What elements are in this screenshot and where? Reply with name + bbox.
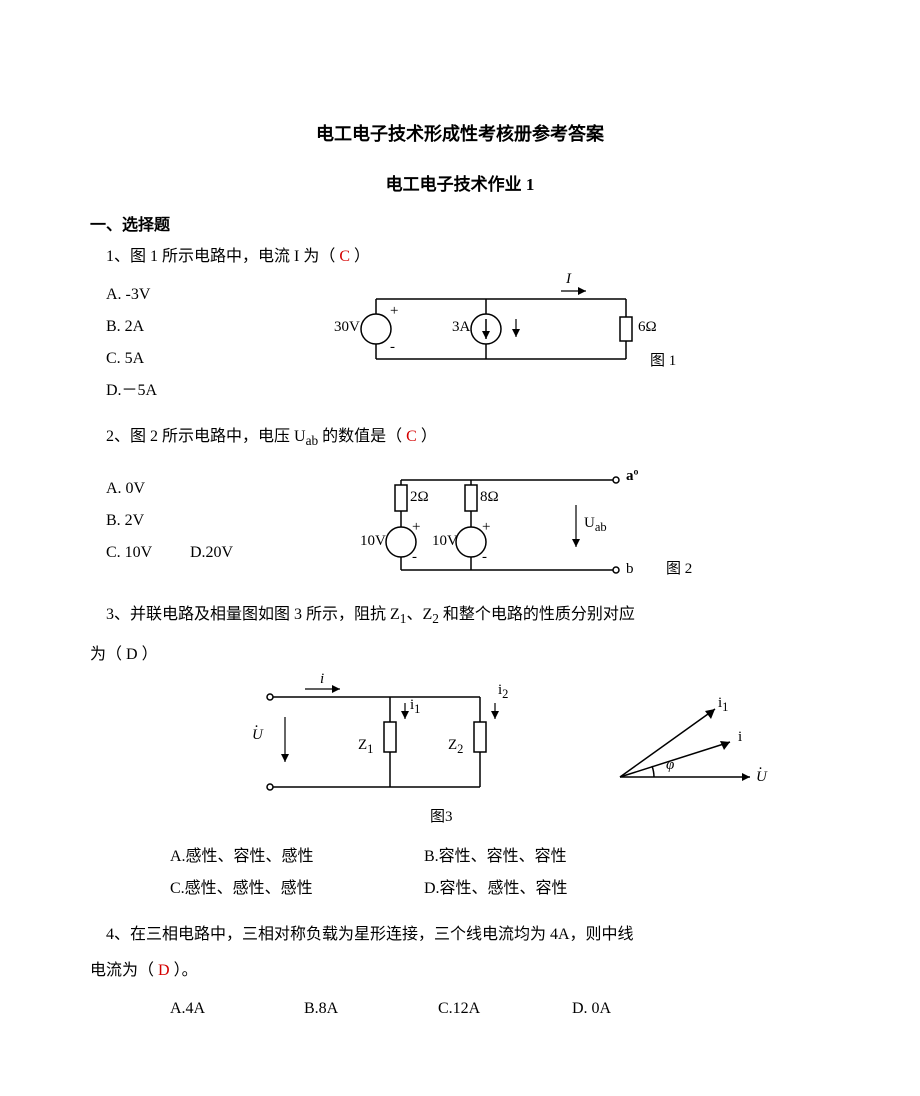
fig3-z2: Z2 <box>448 737 463 757</box>
fig2-p2: + <box>482 519 490 536</box>
q1-opt-a: A. -3V <box>106 279 216 311</box>
q3-opt-c: C.感性、感性、感性 <box>170 873 420 905</box>
q4-text-line1: 4、在三相电路中，三相对称负载为星形连接，三个线电流均为 4A，则中线 <box>90 921 830 949</box>
q1-options: A. -3V B. 2A C. 5A D.－5A <box>90 279 306 407</box>
fig3-phasor-i1: i1 <box>718 695 728 715</box>
question-2: 2、图 2 所示电路中，电压 Uab 的数值是（ C ） A. 0V B. 2V… <box>90 423 830 585</box>
q2-opt-c: C. 10V <box>106 537 186 569</box>
fig2-v1: 10V <box>360 533 386 550</box>
q1-text: 1、图 1 所示电路中，电流 I 为（ C ） <box>90 243 830 271</box>
q4-opt-d: D. 0A <box>572 993 702 1025</box>
fig1-itop: I <box>566 271 571 288</box>
q3-answer: D <box>126 646 138 663</box>
fig1-r: 6Ω <box>638 319 657 336</box>
q4-l2-post: ）。 <box>170 962 198 979</box>
q2-opt-b: B. 2V <box>106 512 144 529</box>
fig2-b: b <box>626 561 634 578</box>
q4-opt-a: A.4A <box>170 993 300 1025</box>
q3-l1-post: 和整个电路的性质分别对应 <box>439 606 635 623</box>
question-3: 3、并联电路及相量图如图 3 所示，阻抗 Z1、Z2 和整个电路的性质分别对应 … <box>90 601 830 905</box>
q2-answer: C <box>406 428 417 445</box>
q3-l2-post: ） <box>138 646 158 663</box>
fig1-plus: + <box>390 303 398 320</box>
q4-answer: D <box>158 962 170 979</box>
fig1-label: 图 1 <box>650 349 676 370</box>
fig3-label: 图3 <box>430 805 453 826</box>
q3-options: A.感性、容性、感性 B.容性、容性、容性 C.感性、感性、感性 D.容性、感性… <box>90 841 830 905</box>
section-heading: 一、选择题 <box>90 211 830 235</box>
fig2-a: aº <box>626 468 638 485</box>
figure-3: i i1 i2 U. Z1 Z2 i1 i U. φ 图3 <box>250 677 810 837</box>
q3-l1-pre: 3、并联电路及相量图如图 3 所示，阻抗 Z <box>106 606 400 623</box>
q1-text-post: ） <box>350 248 370 265</box>
fig1-minus: - <box>390 339 395 356</box>
q3-text-line1: 3、并联电路及相量图如图 3 所示，阻抗 Z1、Z2 和整个电路的性质分别对应 <box>90 601 830 633</box>
figure-1: 30V + - 3A 6Ω I 图 1 <box>306 279 686 379</box>
fig3-u: U. <box>252 727 263 744</box>
fig2-m2: - <box>482 549 487 566</box>
q2-opt-a: A. 0V <box>106 480 145 497</box>
q2-text-post: ） <box>417 428 437 445</box>
q2-opt-d: D.20V <box>190 544 233 561</box>
q3-opt-a: A.感性、容性、感性 <box>170 841 420 873</box>
fig3-phasor-i: i <box>738 729 742 746</box>
q1-opt-b: B. 2A <box>106 311 216 343</box>
q1-text-pre: 1、图 1 所示电路中，电流 I 为（ <box>106 248 339 265</box>
question-4: 4、在三相电路中，三相对称负载为星形连接，三个线电流均为 4A，则中线 电流为（… <box>90 921 830 1025</box>
q2-text-mid: 的数值是（ <box>318 428 406 445</box>
title-main: 电工电子技术形成性考核册参考答案 <box>90 120 830 146</box>
q4-options: A.4A B.8A C.12A D. 0A <box>90 993 830 1025</box>
fig1-v: 30V <box>334 319 360 336</box>
q3-text-line2: 为（ D ） <box>90 641 830 669</box>
fig2-p1: + <box>412 519 420 536</box>
fig3-i: i <box>320 671 324 688</box>
q4-opt-b: B.8A <box>304 993 434 1025</box>
q1-answer: C <box>339 248 350 265</box>
q4-text-line2: 电流为（ D ）。 <box>90 957 830 985</box>
q1-opt-d: D.－5A <box>106 375 216 407</box>
q2-options: A. 0V B. 2V C. 10V D.20V <box>90 465 306 569</box>
q3-l2-pre: 为（ <box>90 646 126 663</box>
figure-1-svg <box>306 279 686 379</box>
q2-sub: ab <box>306 433 319 448</box>
fig3-z1: Z1 <box>358 737 373 757</box>
q4-l2-pre: 电流为（ <box>90 962 158 979</box>
fig3-phi: φ <box>666 757 674 774</box>
figure-2: 2Ω 8Ω 10V 10V + - + - Uab aº b 图 2 <box>306 465 726 585</box>
q3-l1-mid: 、Z <box>406 606 432 623</box>
q3-s2: 2 <box>432 611 439 626</box>
q3-opt-d: D.容性、感性、容性 <box>424 873 674 905</box>
figure-2-svg <box>306 465 726 585</box>
fig2-m1: - <box>412 549 417 566</box>
q4-opt-c: C.12A <box>438 993 568 1025</box>
fig2-uab: Uab <box>584 515 607 535</box>
fig2-r2: 8Ω <box>480 489 499 506</box>
fig3-i1: i1 <box>410 697 420 717</box>
fig3-i2: i2 <box>498 682 508 702</box>
fig3-phasor-u: U. <box>756 769 767 786</box>
q3-opt-b: B.容性、容性、容性 <box>424 841 674 873</box>
fig2-r1: 2Ω <box>410 489 429 506</box>
question-1: 1、图 1 所示电路中，电流 I 为（ C ） A. -3V B. 2A C. … <box>90 243 830 407</box>
fig2-v2: 10V <box>432 533 458 550</box>
fig2-label: 图 2 <box>666 557 692 578</box>
q1-opt-c: C. 5A <box>106 343 216 375</box>
q2-text: 2、图 2 所示电路中，电压 Uab 的数值是（ C ） <box>90 423 830 455</box>
title-sub: 电工电子技术作业 1 <box>90 170 830 195</box>
page-content: 电工电子技术形成性考核册参考答案 电工电子技术作业 1 一、选择题 1、图 1 … <box>0 0 920 1081</box>
q2-text-pre: 2、图 2 所示电路中，电压 U <box>106 428 306 445</box>
fig1-i: 3A <box>452 319 470 336</box>
